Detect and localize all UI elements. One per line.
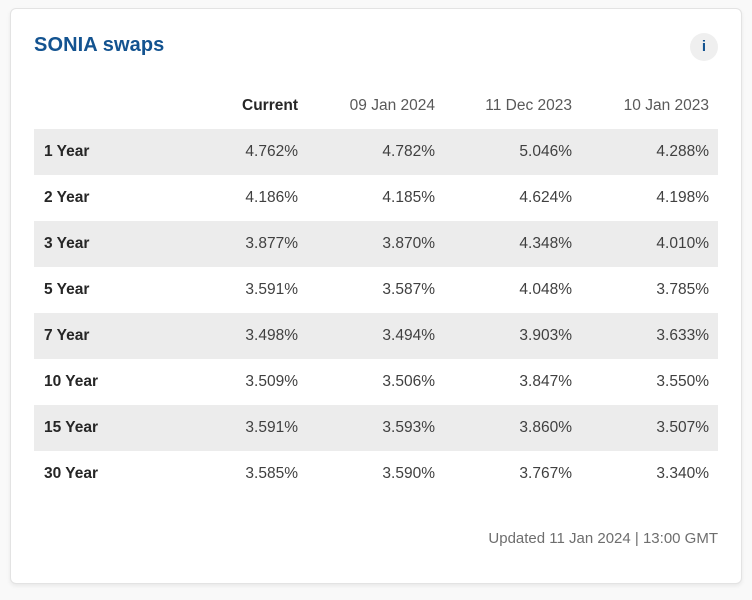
cell-value: 3.506% bbox=[382, 373, 435, 390]
cell-value: 3.877% bbox=[245, 235, 298, 252]
swaps-table: Current 09 Jan 2024 11 Dec 2023 10 Jan 2… bbox=[34, 91, 718, 497]
cell-value: 3.494% bbox=[382, 327, 435, 344]
page-title: SONIA swaps bbox=[34, 34, 165, 56]
cell-value: 5.046% bbox=[519, 143, 572, 160]
row-label: 7 Year bbox=[44, 327, 90, 344]
table-row: 7 Year 3.498% 3.494% 3.903% 3.633% bbox=[34, 313, 718, 359]
table-row: 1 Year 4.762% 4.782% 5.046% 4.288% bbox=[34, 129, 718, 175]
row-label: 2 Year bbox=[44, 189, 90, 206]
row-label: 3 Year bbox=[44, 235, 90, 252]
cell-value: 3.340% bbox=[656, 465, 709, 482]
cell-value: 4.010% bbox=[656, 235, 709, 252]
cell-value: 3.847% bbox=[519, 373, 572, 390]
table-row: 5 Year 3.591% 3.587% 4.048% 3.785% bbox=[34, 267, 718, 313]
row-label: 5 Year bbox=[44, 281, 90, 298]
cell-value: 3.591% bbox=[245, 281, 298, 298]
table-row: 30 Year 3.585% 3.590% 3.767% 3.340% bbox=[34, 451, 718, 497]
cell-value: 4.186% bbox=[245, 189, 298, 206]
cell-value: 3.633% bbox=[656, 327, 709, 344]
column-header-current: Current bbox=[242, 97, 298, 114]
cell-value: 3.498% bbox=[245, 327, 298, 344]
cell-value: 4.782% bbox=[382, 143, 435, 160]
updated-timestamp: Updated 11 Jan 2024 | 13:00 GMT bbox=[488, 530, 718, 547]
cell-value: 4.624% bbox=[519, 189, 572, 206]
info-icon[interactable]: i bbox=[690, 33, 718, 61]
cell-value: 3.591% bbox=[245, 419, 298, 436]
table-row: 3 Year 3.877% 3.870% 4.348% 4.010% bbox=[34, 221, 718, 267]
cell-value: 3.550% bbox=[656, 373, 709, 390]
row-label: 1 Year bbox=[44, 143, 90, 160]
table-row: 10 Year 3.509% 3.506% 3.847% 3.550% bbox=[34, 359, 718, 405]
cell-value: 3.785% bbox=[656, 281, 709, 298]
cell-value: 3.590% bbox=[382, 465, 435, 482]
cell-value: 3.903% bbox=[519, 327, 572, 344]
cell-value: 4.048% bbox=[519, 281, 572, 298]
row-label: 10 Year bbox=[44, 373, 99, 390]
row-label: 30 Year bbox=[44, 465, 99, 482]
cell-value: 3.587% bbox=[382, 281, 435, 298]
table-row: 2 Year 4.186% 4.185% 4.624% 4.198% bbox=[34, 175, 718, 221]
cell-value: 4.762% bbox=[245, 143, 298, 160]
column-header-date-1: 09 Jan 2024 bbox=[349, 97, 435, 114]
cell-value: 3.593% bbox=[382, 419, 435, 436]
cell-value: 3.767% bbox=[519, 465, 572, 482]
table-row: 15 Year 3.591% 3.593% 3.860% 3.507% bbox=[34, 405, 718, 451]
card-header: SONIA swaps i bbox=[34, 33, 718, 61]
cell-value: 3.870% bbox=[382, 235, 435, 252]
column-header-date-2: 11 Dec 2023 bbox=[485, 97, 572, 114]
cell-value: 4.185% bbox=[382, 189, 435, 206]
cell-value: 3.509% bbox=[245, 373, 298, 390]
sonia-swaps-card: SONIA swaps i Current 09 Jan 2024 11 Dec… bbox=[10, 8, 742, 584]
column-header-date-3: 10 Jan 2023 bbox=[623, 97, 709, 114]
cell-value: 4.288% bbox=[656, 143, 709, 160]
row-label: 15 Year bbox=[44, 419, 99, 436]
cell-value: 3.507% bbox=[656, 419, 709, 436]
cell-value: 4.198% bbox=[656, 189, 709, 206]
cell-value: 4.348% bbox=[519, 235, 572, 252]
cell-value: 3.860% bbox=[519, 419, 572, 436]
table-header-row: Current 09 Jan 2024 11 Dec 2023 10 Jan 2… bbox=[34, 91, 718, 121]
cell-value: 3.585% bbox=[245, 465, 298, 482]
